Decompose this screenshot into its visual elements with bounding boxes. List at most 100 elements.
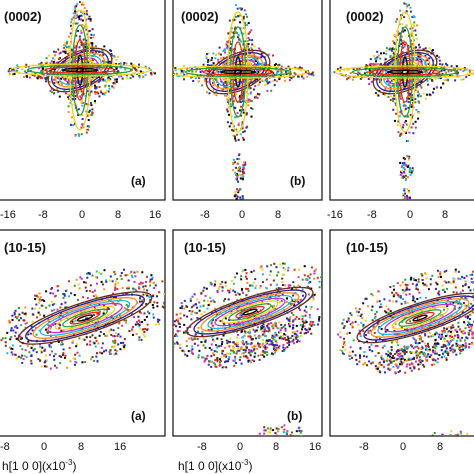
intensity-speckle bbox=[89, 340, 92, 343]
streak-speckle bbox=[81, 104, 84, 107]
satellite-speckle bbox=[234, 171, 237, 174]
satellite-speckle bbox=[259, 335, 262, 338]
intensity-speckle bbox=[68, 89, 71, 92]
streak-speckle bbox=[232, 48, 235, 51]
intensity-speckle bbox=[387, 312, 390, 315]
intensity-speckle bbox=[400, 94, 403, 97]
contour-line bbox=[232, 41, 244, 103]
satellite-speckle bbox=[393, 357, 396, 360]
intensity-speckle bbox=[408, 93, 411, 96]
streak-speckle bbox=[188, 70, 191, 72]
streak-speckle bbox=[74, 50, 77, 53]
intensity-speckle bbox=[40, 304, 43, 307]
intensity-speckle bbox=[183, 323, 186, 326]
intensity-speckle bbox=[212, 84, 215, 87]
intensity-speckle bbox=[142, 333, 145, 336]
intensity-speckle bbox=[357, 311, 360, 314]
streak-speckle bbox=[407, 74, 410, 77]
intensity-speckle bbox=[253, 281, 255, 284]
intensity-speckle bbox=[213, 283, 216, 286]
streak-speckle bbox=[224, 68, 227, 71]
streak-speckle bbox=[138, 75, 141, 78]
streak-speckle bbox=[94, 100, 96, 103]
streak-speckle bbox=[419, 55, 422, 58]
intensity-speckle bbox=[108, 279, 111, 282]
intensity-speckle bbox=[226, 47, 229, 50]
intensity-speckle bbox=[56, 308, 59, 311]
intensity-speckle bbox=[420, 86, 423, 89]
intensity-speckle bbox=[436, 283, 439, 286]
streak-speckle bbox=[86, 130, 89, 133]
streak-speckle bbox=[426, 79, 429, 82]
streak-speckle bbox=[226, 98, 229, 101]
satellite-speckle bbox=[402, 194, 405, 197]
intensity-speckle bbox=[308, 276, 311, 279]
intensity-speckle bbox=[425, 59, 428, 62]
satellite-speckle bbox=[250, 349, 253, 352]
intensity-speckle bbox=[64, 60, 67, 63]
satellite-speckle bbox=[415, 356, 418, 359]
satellite-speckle bbox=[401, 363, 403, 366]
intensity-speckle bbox=[175, 319, 178, 322]
satellite-speckle bbox=[233, 161, 236, 164]
satellite-speckle bbox=[414, 340, 417, 343]
intensity-speckle bbox=[389, 355, 391, 358]
intensity-speckle bbox=[424, 296, 427, 299]
intensity-speckle bbox=[86, 297, 89, 299]
intensity-speckle bbox=[177, 320, 180, 323]
intensity-speckle bbox=[53, 358, 56, 361]
streak-speckle bbox=[403, 29, 406, 32]
satellite-speckle bbox=[428, 355, 431, 358]
intensity-speckle bbox=[14, 309, 17, 312]
streak-speckle bbox=[91, 28, 94, 31]
streak-speckle bbox=[395, 112, 398, 115]
intensity-speckle bbox=[234, 357, 237, 360]
intensity-speckle bbox=[299, 298, 302, 301]
streak-speckle bbox=[240, 40, 243, 43]
intensity-speckle bbox=[447, 354, 450, 356]
intensity-speckle bbox=[148, 312, 151, 315]
intensity-speckle bbox=[455, 291, 458, 294]
satellite-speckle bbox=[446, 331, 449, 334]
intensity-speckle bbox=[343, 325, 346, 328]
intensity-speckle bbox=[252, 64, 255, 67]
streak-speckle bbox=[247, 22, 250, 25]
satellite-speckle bbox=[221, 343, 223, 346]
intensity-speckle bbox=[108, 329, 111, 332]
satellite-speckle bbox=[283, 349, 285, 352]
streak-speckle bbox=[82, 3, 85, 6]
intensity-speckle bbox=[75, 278, 78, 281]
satellite-speckle bbox=[236, 158, 239, 160]
contour-line bbox=[384, 303, 456, 333]
satellite-speckle bbox=[465, 442, 467, 444]
contour-line bbox=[377, 300, 463, 336]
intensity-speckle bbox=[325, 292, 327, 294]
intensity-speckle bbox=[26, 345, 29, 348]
streak-speckle bbox=[407, 106, 410, 109]
intensity-speckle bbox=[138, 287, 141, 290]
streak-speckle bbox=[292, 75, 295, 78]
intensity-speckle bbox=[402, 291, 405, 294]
satellite-speckle bbox=[278, 337, 281, 340]
intensity-speckle bbox=[327, 286, 329, 288]
intensity-speckle bbox=[406, 301, 409, 304]
streak-speckle bbox=[78, 1, 81, 4]
streak-speckle bbox=[302, 77, 305, 80]
intensity-speckle bbox=[16, 327, 19, 329]
intensity-speckle bbox=[221, 280, 224, 283]
streak-speckle bbox=[412, 23, 415, 26]
intensity-speckle bbox=[144, 328, 147, 330]
intensity-speckle bbox=[67, 96, 70, 99]
satellite-speckle bbox=[445, 327, 448, 330]
intensity-speckle bbox=[365, 340, 368, 343]
satellite-speckle bbox=[435, 331, 438, 334]
intensity-speckle bbox=[136, 270, 139, 273]
streak-speckle bbox=[83, 7, 86, 9]
streak-speckle bbox=[75, 41, 78, 44]
intensity-speckle bbox=[275, 340, 277, 343]
streak-speckle bbox=[402, 124, 405, 126]
intensity-speckle bbox=[72, 357, 75, 360]
intensity-speckle bbox=[58, 58, 60, 61]
satellite-speckle bbox=[272, 348, 275, 350]
streak-speckle bbox=[73, 15, 76, 18]
